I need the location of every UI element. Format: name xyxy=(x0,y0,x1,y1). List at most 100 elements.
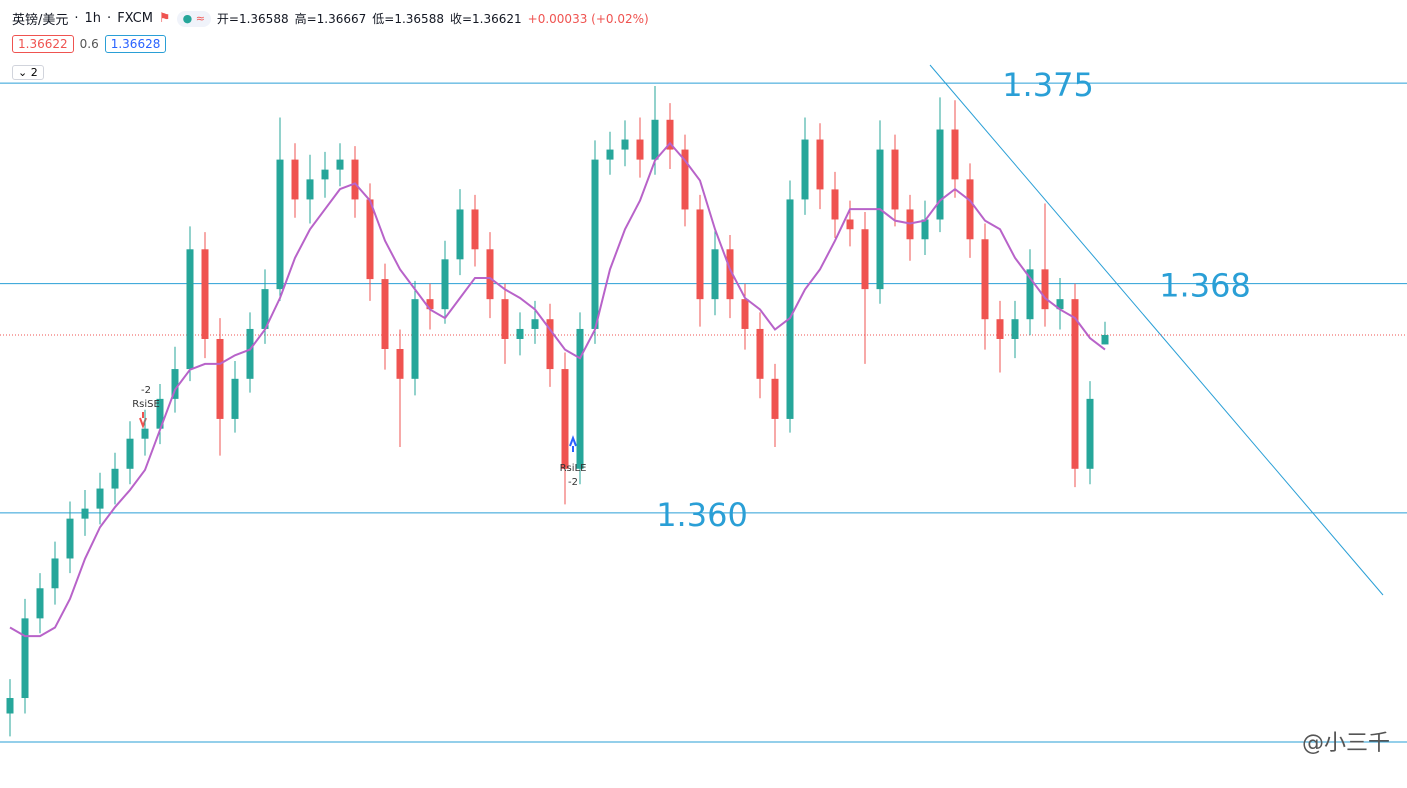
ohlc-open: 开=1.36588 xyxy=(216,12,289,26)
candle-body xyxy=(1086,398,1094,469)
ask-price[interactable]: 1.36628 xyxy=(104,35,167,53)
candle-body xyxy=(246,328,254,379)
candle-body xyxy=(546,319,554,370)
level-label: 1.375 xyxy=(1002,66,1094,104)
candle-body xyxy=(726,249,734,300)
candle-body xyxy=(936,129,944,220)
candle-body xyxy=(651,119,659,160)
candle-body xyxy=(351,159,359,200)
candle-body xyxy=(1101,334,1109,345)
candle-body xyxy=(96,488,104,509)
candle-body xyxy=(741,299,749,329)
candle-body xyxy=(51,558,59,589)
candle-body xyxy=(846,219,854,230)
buy-signal-arrow xyxy=(569,435,577,452)
candle-body xyxy=(891,149,899,210)
signal-label: -2 xyxy=(141,385,151,396)
candle-body xyxy=(81,508,89,519)
candle-body xyxy=(531,319,539,329)
symbol: 英镑/美元 xyxy=(12,13,69,28)
ohlc-low: 低=1.36588 xyxy=(372,12,444,26)
candle-body xyxy=(1071,299,1079,469)
candle-body xyxy=(141,428,149,439)
candle-body xyxy=(276,159,284,290)
candle-body xyxy=(231,378,239,419)
candle-body xyxy=(6,698,14,714)
ohlc-change: +0.00033 (+0.02%) xyxy=(527,11,649,26)
candle-body xyxy=(426,299,434,310)
candle-body xyxy=(21,618,29,699)
moving-average xyxy=(9,141,1106,638)
status-pill[interactable]: ● ≈ xyxy=(176,10,211,27)
indicator-toggle[interactable]: ⌄ 2 xyxy=(12,65,44,80)
candle-body xyxy=(921,219,929,240)
candle-body xyxy=(876,149,884,290)
interval: 1h xyxy=(84,11,102,26)
candle-body xyxy=(1056,299,1064,310)
watermark: @小三千 xyxy=(1302,731,1390,756)
price-boxes: 1.36622 0.6 1.36628 xyxy=(12,35,167,53)
candle-body xyxy=(66,518,74,559)
level-label: 1.360 xyxy=(656,496,748,534)
candle-body xyxy=(441,259,449,310)
candle-body xyxy=(111,468,119,489)
candle-body xyxy=(456,209,464,260)
candle-body xyxy=(636,139,644,160)
candle-body xyxy=(261,289,269,329)
ohlc-close: 收=1.36621 xyxy=(449,12,522,26)
candle-body xyxy=(336,159,344,170)
candle-body xyxy=(366,199,374,280)
candle-body xyxy=(681,149,689,210)
candle-body xyxy=(621,139,629,150)
ohlc-high: 高=1.36667 xyxy=(294,12,367,26)
candle-body xyxy=(156,398,164,429)
candle-body xyxy=(126,438,134,469)
candle-body xyxy=(1026,269,1034,320)
candle-body xyxy=(591,159,599,329)
candle-body xyxy=(831,189,839,220)
candle-body xyxy=(381,279,389,350)
candle-body xyxy=(186,249,194,370)
bid-price[interactable]: 1.36622 xyxy=(12,35,74,53)
spread: 0.6 xyxy=(79,37,99,51)
candle-body xyxy=(711,249,719,300)
candle-body xyxy=(36,588,44,619)
candle-body xyxy=(321,169,329,180)
candle-body xyxy=(981,239,989,320)
candle-body xyxy=(801,139,809,200)
candle-body xyxy=(786,199,794,419)
source: FXCM xyxy=(117,11,153,26)
candle-body xyxy=(486,249,494,300)
candle-body xyxy=(306,179,314,200)
candle-body xyxy=(411,299,419,379)
candle-body xyxy=(516,328,524,339)
candle-body xyxy=(756,328,764,379)
candle-body xyxy=(816,139,824,190)
candle-body xyxy=(771,378,779,419)
candle-body xyxy=(666,119,674,150)
candle-body xyxy=(501,299,509,339)
candle-body xyxy=(696,209,704,300)
signal-label: RsiSE xyxy=(132,399,160,410)
header: 英镑/美元 · 1h · FXCM ⚑ ● ≈ 开=1.36588 高=1.3666… xyxy=(12,10,649,28)
candle-body xyxy=(951,129,959,180)
candle-body xyxy=(201,249,209,339)
candle-body xyxy=(576,328,584,469)
candle-body xyxy=(1041,269,1049,310)
candle-body xyxy=(861,229,869,290)
candle-body xyxy=(471,209,479,250)
candle-body xyxy=(396,349,404,379)
candle-body xyxy=(291,159,299,200)
candle-body xyxy=(171,369,179,399)
candle-body xyxy=(996,319,1004,339)
level-label: 1.368 xyxy=(1159,267,1251,305)
indicator-count: 2 xyxy=(30,66,38,79)
candle-body xyxy=(606,149,614,160)
trend-line xyxy=(929,64,1384,596)
signal-label: -2 xyxy=(568,477,578,488)
candle-body xyxy=(966,179,974,240)
flag-icon: ⚑ xyxy=(158,11,171,26)
candle-body xyxy=(561,369,569,469)
